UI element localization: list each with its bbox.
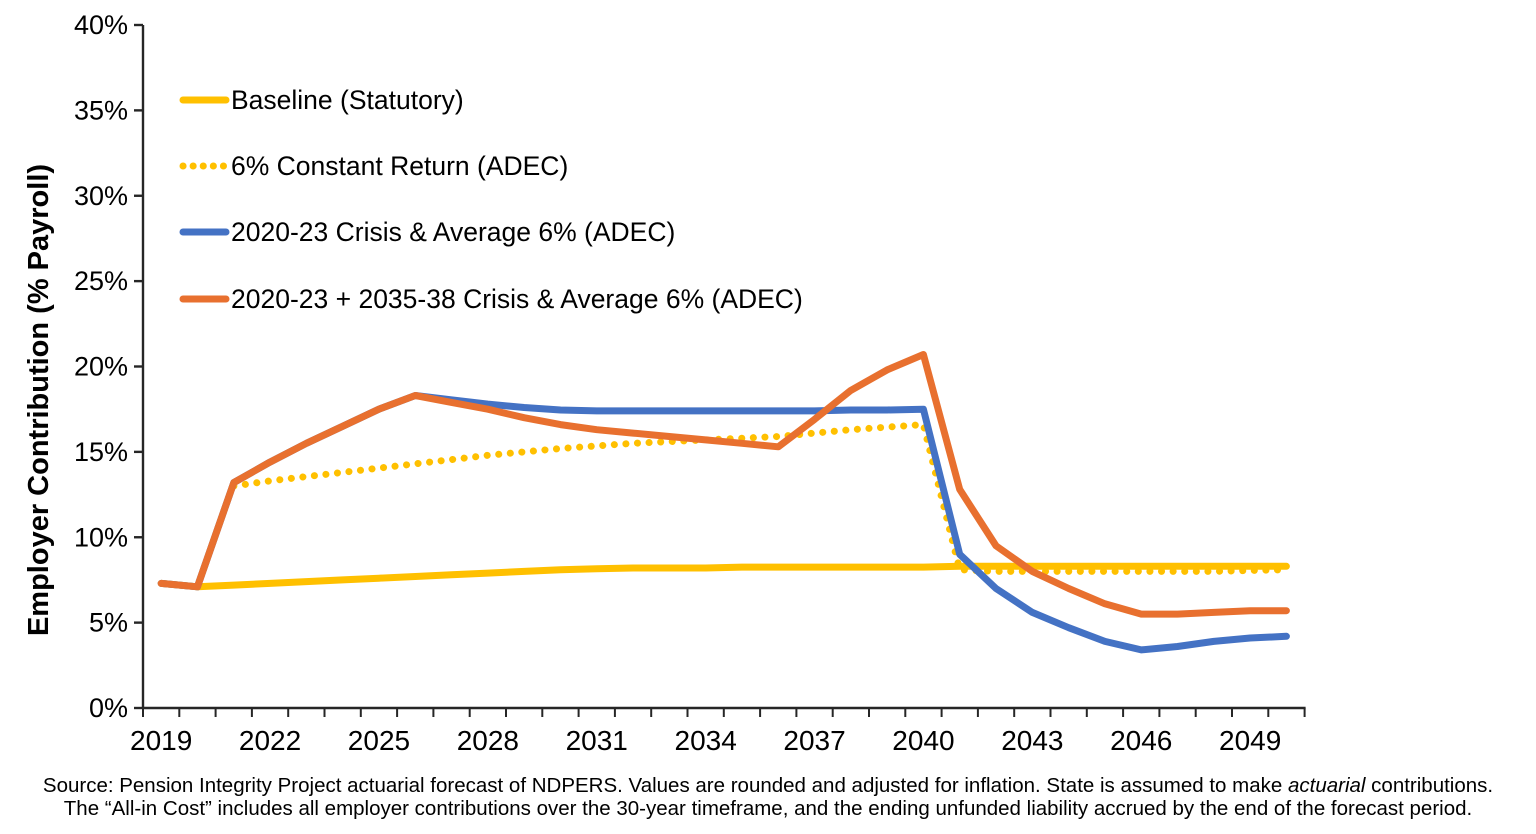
- x-tick-label: 2043: [1001, 725, 1063, 756]
- y-tick-label: 25%: [74, 266, 128, 296]
- line-chart: 0% 5% 10% 15% 20% 25% 30% 35% 40% 2019 2022 2025 202…: [23, 10, 1306, 756]
- x-tick-label: 2025: [348, 725, 410, 756]
- x-tick-label: 2040: [892, 725, 954, 756]
- legend-label-crisis-2020-23-2035-38-adec: 2020-23 + 2035-38 Crisis & Average 6% (A…: [231, 284, 803, 314]
- x-tick-label: 2037: [783, 725, 845, 756]
- y-tick-label: 15%: [74, 437, 128, 467]
- y-axis-title: Employer Contribution (% Payroll): [23, 164, 55, 636]
- y-tick-label: 20%: [74, 352, 128, 382]
- x-tick-label: 2031: [566, 725, 628, 756]
- x-tick-label: 2046: [1110, 725, 1172, 756]
- x-tick-label: 2049: [1219, 725, 1281, 756]
- y-tick-label: 10%: [74, 522, 128, 552]
- legend-label-baseline-statutory: Baseline (Statutory): [231, 85, 464, 115]
- y-tick-label: 30%: [74, 181, 128, 211]
- y-tick-label: 40%: [74, 10, 128, 40]
- source-note-line2: The “All-in Cost” includes all employer …: [63, 797, 1473, 820]
- series-crisis-2020-23-2035-38-adec-line: [157, 351, 1290, 618]
- legend-label-constant-6-adec: 6% Constant Return (ADEC): [231, 151, 568, 181]
- source-note: Source: Pension Integrity Project actuar…: [0, 774, 1536, 820]
- chart-area: 0% 5% 10% 15% 20% 25% 30% 35% 40% 2019 2022 2025 202…: [23, 10, 1306, 756]
- y-tick-label: 5%: [89, 608, 128, 638]
- series-baseline-statutory-line: [157, 562, 1290, 591]
- x-tick-label: 2028: [457, 725, 519, 756]
- y-tick-label: 0%: [89, 693, 128, 723]
- x-tick-label: 2034: [675, 725, 737, 756]
- y-tick-label: 35%: [74, 95, 128, 125]
- legend-label-crisis-2020-23-adec: 2020-23 Crisis & Average 6% (ADEC): [231, 217, 675, 247]
- x-tick-label: 2022: [239, 725, 301, 756]
- source-italic-word: actuarial: [1287, 774, 1366, 797]
- source-note-line1: Source: Pension Integrity Project actuar…: [42, 774, 1494, 797]
- series-constant-6-adec-line: [230, 421, 1290, 575]
- x-tick-label: 2019: [130, 725, 192, 756]
